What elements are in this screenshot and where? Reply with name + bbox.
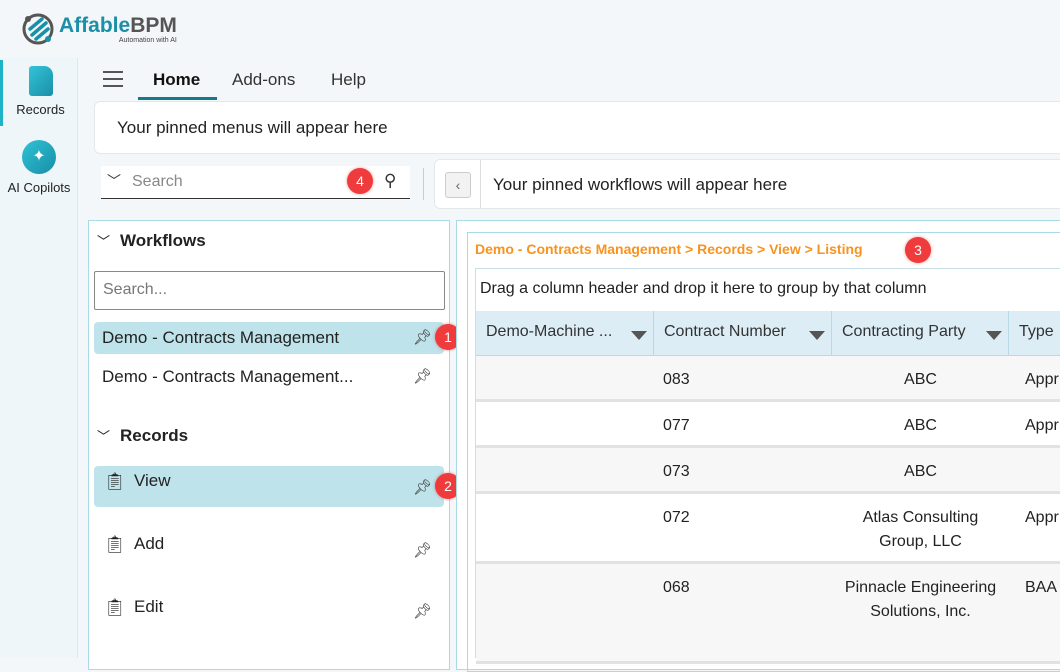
tab-home[interactable]: Home <box>153 70 201 89</box>
brand-name: Affable <box>59 13 131 37</box>
workflows-section-header[interactable]: ﹀ Workflows <box>97 231 206 251</box>
table-cell: Pinnacle Engineering Solutions, Inc. <box>844 579 997 620</box>
chevron-down-icon[interactable]: ﹀ <box>107 173 121 189</box>
records-item-edit[interactable]: 📋︎ Edit 📌︎ <box>94 596 444 637</box>
table-cell: ABC <box>904 371 937 388</box>
sidebar-panel: ﹀ Workflows Search... Demo - Contracts Ma… <box>88 220 461 670</box>
filter-icon[interactable] <box>809 331 825 340</box>
hamburger-menu-icon[interactable] <box>103 71 123 87</box>
item-label: Demo - Contracts Management <box>102 328 340 347</box>
search-placeholder: Search... <box>103 281 168 298</box>
header-label: Type <box>1019 323 1054 340</box>
sparkle-icon: ✦ <box>22 140 56 174</box>
brand-logo: AffableBPM Automation with AI <box>20 8 177 50</box>
table-cell: ABC <box>904 417 937 434</box>
records-item-add[interactable]: 📋︎ Add 📌︎ <box>94 533 444 574</box>
rail-item-records[interactable]: Records <box>0 60 78 126</box>
column-header-demo-machine[interactable]: Demo-Machine ... <box>476 311 654 356</box>
rail-item-ai-copilots[interactable]: ✦ AI Copilots <box>0 140 78 195</box>
breadcrumb[interactable]: Demo - Contracts Management > Records > … <box>475 241 863 257</box>
pinned-menus-bar: Your pinned menus will appear here <box>94 101 1060 154</box>
pinned-menus-text: Your pinned menus will appear here <box>117 118 388 137</box>
table-cell: BAA <box>1025 579 1058 596</box>
item-label: View <box>134 471 171 490</box>
table-row[interactable]: 068 Pinnacle Engineering Solutions, Inc. B… <box>476 564 1060 664</box>
clipboard-edit-icon: 📋︎ <box>104 598 126 617</box>
brand-name-suffix: BPM <box>130 13 177 37</box>
active-tab-indicator <box>138 97 217 100</box>
pin-icon[interactable]: 📌︎ <box>412 542 432 559</box>
group-by-drop-zone[interactable]: Drag a column header and drop it here to… <box>480 280 927 297</box>
top-tabs: Home Add-ons Help <box>88 58 1060 100</box>
chevron-down-icon: ﹀ <box>97 234 111 249</box>
header-label: Contract Number <box>664 323 786 340</box>
rail-label: Records <box>16 102 65 117</box>
workflow-item[interactable]: Demo - Contracts Management... 📌︎ <box>94 361 444 393</box>
search-input[interactable]: ﹀ Search 4 ⚲ <box>101 166 410 199</box>
chevron-left-icon[interactable]: ‹ <box>445 172 471 198</box>
table-cell: 073 <box>663 463 690 480</box>
tab-help[interactable]: Help <box>331 70 366 89</box>
table-cell: Appr <box>1025 371 1059 388</box>
annotation-badge: 4 <box>347 168 373 194</box>
pinned-workflows-text: Your pinned workflows will appear here <box>493 175 788 194</box>
annotation-badge: 3 <box>905 237 931 263</box>
table-cell: Appr <box>1025 509 1059 526</box>
table-cell: 083 <box>663 371 690 388</box>
pin-icon[interactable]: 📌︎ <box>412 479 432 496</box>
tab-add-ons[interactable]: Add-ons <box>232 70 296 89</box>
pin-icon[interactable]: 📌︎ <box>412 368 432 385</box>
header-label: Demo-Machine ... <box>486 323 613 340</box>
table-cell: 068 <box>663 579 690 596</box>
search-placeholder: Search <box>132 173 183 190</box>
workflow-item[interactable]: Demo - Contracts Management 📌︎ <box>94 322 444 354</box>
header-label: Contracting Party <box>842 323 966 340</box>
filter-icon[interactable] <box>986 331 1002 340</box>
item-label: Add <box>134 534 165 553</box>
records-item-view[interactable]: 📋︎ View 📌︎ <box>94 466 444 507</box>
logo-icon <box>22 13 54 45</box>
clipboard-view-icon: 📋︎ <box>104 472 126 491</box>
table-row[interactable]: 083 ABC Appr <box>476 356 1060 402</box>
document-icon <box>28 66 53 96</box>
table-cell: 072 <box>663 509 690 526</box>
filter-icon[interactable] <box>631 331 647 340</box>
table-cell: ABC <box>904 463 937 480</box>
item-label: Demo - Contracts Management... <box>102 367 354 386</box>
workflow-search-input[interactable]: Search... <box>94 271 445 310</box>
column-header-contracting-party[interactable]: Contracting Party <box>832 311 1009 356</box>
table-row[interactable]: 077 ABC Appr <box>476 402 1060 448</box>
column-header-type[interactable]: Type <box>1009 311 1060 356</box>
section-title: Workflows <box>120 231 206 250</box>
section-title: Records <box>120 426 189 445</box>
table-row[interactable]: 073 ABC <box>476 448 1060 494</box>
search-icon[interactable]: ⚲ <box>384 171 397 190</box>
divider <box>423 168 424 200</box>
column-header-contract-number[interactable]: Contract Number <box>654 311 832 356</box>
table-row[interactable]: 072 Atlas Consulting Group, LLC Appr <box>476 494 1060 564</box>
table-cell: 077 <box>663 417 690 434</box>
item-label: Edit <box>134 597 164 616</box>
pin-icon[interactable]: 📌︎ <box>412 603 432 620</box>
clipboard-add-icon: 📋︎ <box>104 535 126 554</box>
records-section-header[interactable]: ﹀ Records <box>97 426 188 446</box>
data-grid: Drag a column header and drop it here to… <box>475 268 1060 664</box>
pin-icon[interactable]: 📌︎ <box>412 329 432 346</box>
chevron-down-icon: ﹀ <box>97 429 111 444</box>
brand-tagline: Automation with AI <box>118 36 177 44</box>
table-cell: Atlas Consulting Group, LLC <box>862 509 979 550</box>
table-cell: Appr <box>1025 417 1059 434</box>
rail-label: AI Copilots <box>7 180 71 195</box>
left-rail: Records ✦ AI Copilots <box>0 58 78 658</box>
pinned-workflows-bar: ‹ Your pinned workflows will appear here <box>434 159 1060 209</box>
